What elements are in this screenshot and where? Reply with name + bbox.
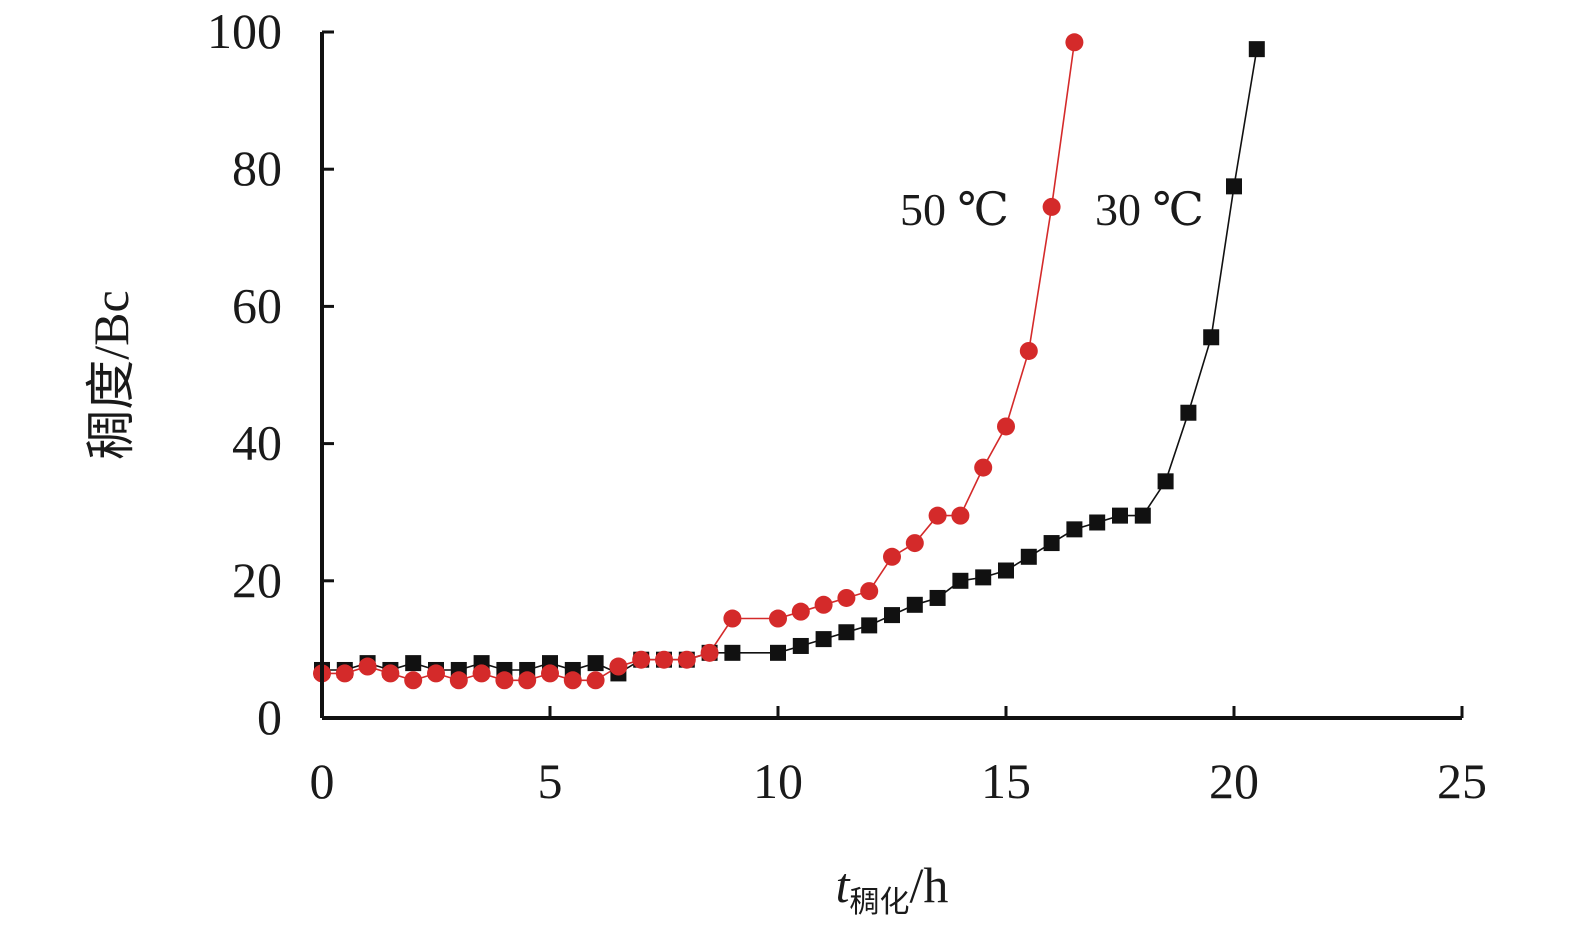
y-axis-ticks: 0 20 40 60 80 100 (207, 3, 334, 745)
data-point-circle (769, 609, 787, 628)
data-point-circle (586, 671, 605, 690)
series-label-50c: 50 ℃ (900, 184, 1009, 235)
series-line-0 (322, 48, 1258, 675)
x-tick-label: 25 (1437, 753, 1487, 809)
data-point-circle (609, 657, 628, 676)
data-point-square (770, 644, 786, 661)
data-point-circle (472, 664, 491, 683)
data-point-circle (928, 506, 947, 525)
data-point-circle (1065, 33, 1084, 52)
y-tick-label: 60 (232, 277, 282, 333)
data-point-circle (495, 671, 514, 690)
data-point-square (929, 589, 946, 606)
data-point-square (1248, 41, 1265, 58)
data-point-square (1226, 178, 1242, 195)
data-point-square (587, 655, 604, 672)
x-axis-title: t稠化/h (836, 857, 949, 919)
data-point-circle (1019, 341, 1038, 360)
x-tick-label: 15 (981, 753, 1031, 809)
x-axis-ticks: 0 5 10 15 20 25 (310, 706, 1487, 809)
data-point-circle (860, 582, 879, 601)
x-tick-label: 10 (753, 753, 803, 809)
data-point-square (998, 562, 1014, 579)
data-point-square (1157, 473, 1174, 490)
data-point-circle (335, 664, 354, 683)
data-point-circle (814, 595, 833, 614)
data-point-circle (951, 506, 970, 525)
series-markers (313, 33, 1265, 690)
series-label-30c: 30 ℃ (1095, 184, 1204, 235)
x-axis-title-unit: /h (910, 857, 949, 913)
data-point-square (792, 637, 809, 654)
y-tick-label: 0 (257, 689, 282, 745)
y-tick-label: 40 (232, 415, 282, 471)
data-point-circle (1042, 197, 1061, 216)
data-point-circle (677, 650, 696, 669)
data-point-circle (449, 671, 468, 690)
data-point-square (952, 572, 969, 589)
x-axis-title-sub: 稠化 (850, 886, 910, 919)
data-point-circle (427, 664, 445, 683)
data-point-circle (404, 671, 423, 690)
data-point-circle (655, 650, 673, 669)
data-point-circle (518, 671, 537, 690)
data-point-circle (700, 643, 719, 662)
data-point-circle (974, 458, 993, 477)
data-point-square (1020, 548, 1037, 565)
y-axis-title: 稠度/Bc (83, 290, 139, 459)
y-tick-label: 80 (232, 140, 282, 196)
data-point-square (975, 569, 992, 586)
y-tick-label: 20 (232, 552, 282, 608)
data-point-circle (837, 588, 856, 607)
data-point-circle (381, 664, 400, 683)
data-point-square (1134, 507, 1151, 524)
x-tick-label: 20 (1209, 753, 1259, 809)
data-point-square (1089, 514, 1106, 531)
data-point-square (1180, 404, 1197, 421)
data-point-circle (883, 547, 901, 566)
data-point-square (906, 596, 923, 613)
data-point-circle (541, 664, 559, 683)
data-point-circle (632, 650, 651, 669)
data-point-circle (791, 602, 810, 621)
data-point-circle (905, 534, 924, 553)
data-point-square (1203, 329, 1220, 346)
data-point-circle (358, 657, 377, 676)
data-point-square (1043, 535, 1060, 552)
data-point-circle (563, 671, 582, 690)
x-tick-label: 0 (310, 753, 335, 809)
data-point-square (815, 631, 832, 648)
x-tick-label: 5 (538, 753, 563, 809)
data-point-square (838, 624, 855, 641)
data-point-circle (997, 417, 1015, 436)
data-point-square (724, 644, 741, 661)
series-lines (322, 42, 1258, 682)
data-point-square (405, 655, 422, 672)
data-point-square (884, 607, 900, 624)
x-axis-title-main: t (836, 857, 851, 913)
y-tick-label: 100 (207, 3, 282, 59)
data-point-square (861, 617, 878, 634)
data-point-square (1066, 521, 1083, 538)
data-point-square (1112, 507, 1128, 524)
data-point-circle (723, 609, 742, 628)
